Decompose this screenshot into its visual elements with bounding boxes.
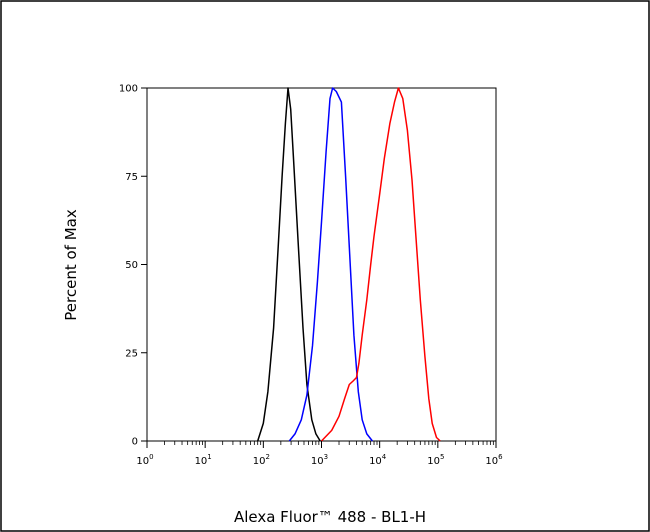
- x-axis-title: Alexa Fluor™ 488 - BL1-H: [234, 508, 426, 526]
- y-axis-title: Percent of Max: [62, 209, 80, 321]
- y-axis: 0 25 50 75 100: [119, 84, 147, 448]
- x-tick-label: 101: [195, 453, 212, 467]
- x-axis: 100 101 102 103 104 105 106: [136, 441, 503, 467]
- series-line-3: [320, 87, 441, 442]
- y-tick-label: 25: [125, 348, 138, 359]
- series-line-1: [256, 87, 321, 442]
- x-tick-label: 100: [136, 453, 153, 467]
- series-layer: [256, 87, 441, 442]
- x-tick-label: 103: [311, 453, 328, 467]
- plot-area-border: [146, 87, 497, 442]
- x-tick-label: 104: [369, 453, 387, 467]
- series-line-2: [288, 87, 373, 442]
- x-tick-label: 106: [485, 453, 503, 467]
- y-tick-label: 0: [132, 437, 138, 448]
- y-tick-label: 75: [125, 172, 138, 183]
- y-tick-label: 100: [119, 84, 138, 95]
- x-tick-label: 105: [427, 453, 444, 467]
- y-tick-label: 50: [125, 260, 138, 271]
- x-tick-label: 102: [253, 453, 270, 467]
